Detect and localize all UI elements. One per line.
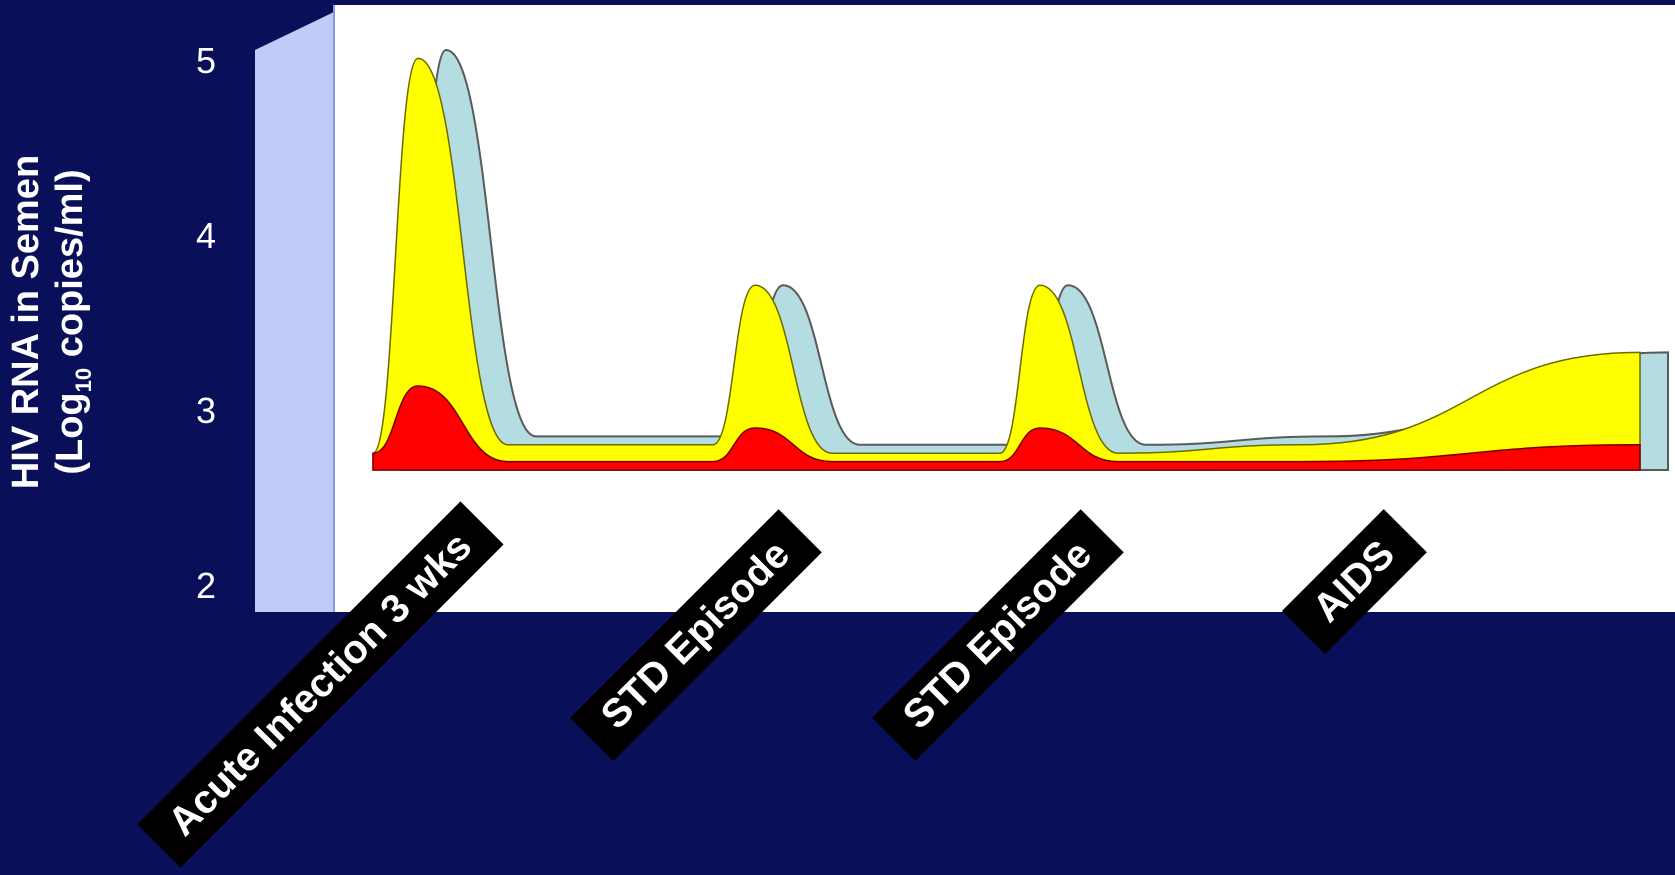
y-tick-label: 3 [196,390,217,431]
plot-background [334,5,1675,612]
side-wall [255,12,334,612]
y-tick-label: 2 [196,565,217,606]
y-axis-label-line2: (Log10 copies/ml) [49,169,96,475]
y-tick-label: 4 [196,215,217,256]
y-axis-label-line1: HIV RNA in Semen [5,154,48,490]
series-mid-area [372,57,1641,471]
series-front-area [372,385,1641,471]
y-axis-label: HIV RNA in Semen (Log10 copies/ml) [4,155,106,489]
y-tick-label: 5 [196,40,217,81]
